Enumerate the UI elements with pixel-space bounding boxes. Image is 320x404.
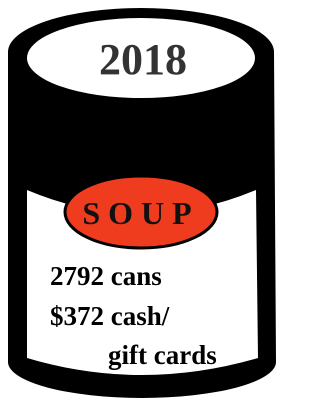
cards-line: gift cards	[108, 340, 217, 370]
cans-line: 2792 cans	[50, 261, 162, 291]
soup-can-graphic: 2018 SOUP 2792 cans $372 cash/ gift card…	[0, 0, 281, 404]
soup-label: SOUP	[82, 195, 199, 231]
cash-line: $372 cash/	[50, 301, 170, 331]
year-label: 2018	[99, 35, 187, 84]
